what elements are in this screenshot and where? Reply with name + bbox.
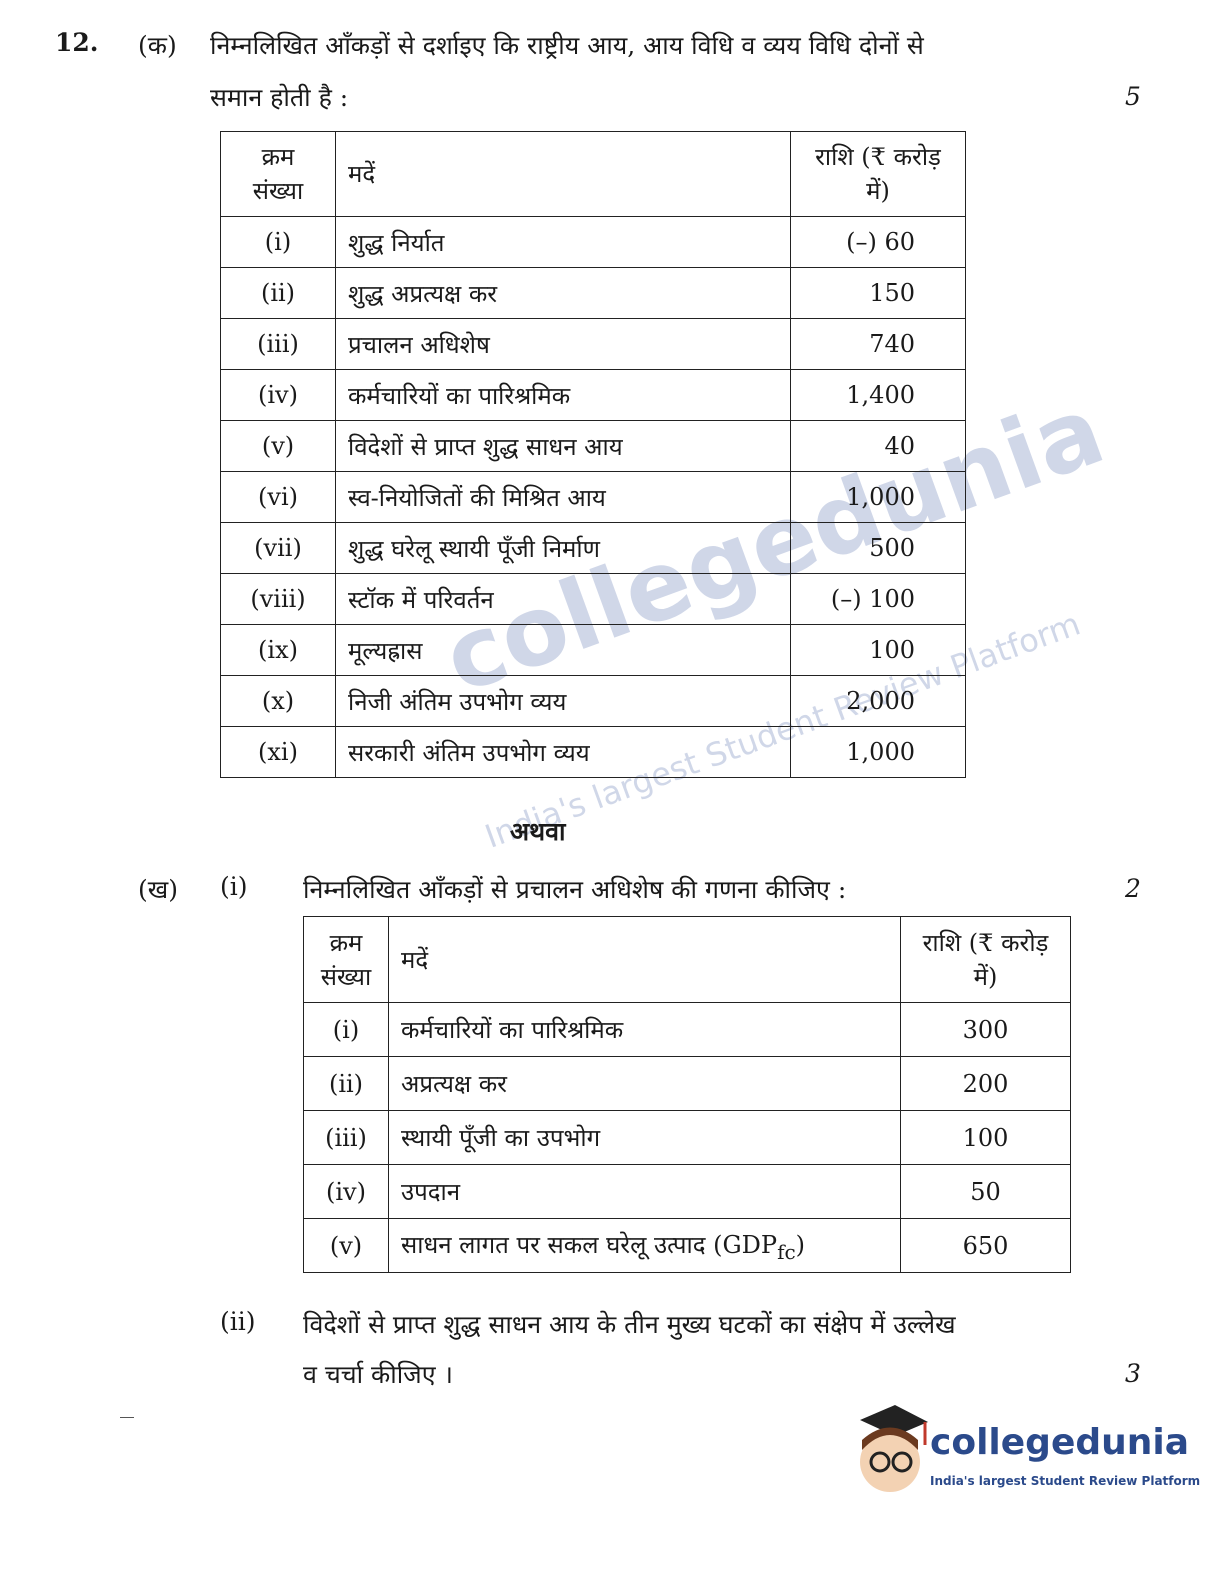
part-a-label: (क): [138, 31, 177, 60]
cell-amount: 500: [790, 522, 966, 574]
cell-serial: (ii): [303, 1056, 389, 1111]
part-b-table: क्रम संख्या मदें राशि (₹ करोड़ में) (i) क…: [303, 916, 1071, 1273]
or-label: अथवा: [510, 817, 566, 846]
cell-serial: (i): [303, 1002, 389, 1057]
cell-item: शुद्ध घरेलू स्थायी पूँजी निर्माण: [335, 522, 791, 574]
cell-serial: (iv): [303, 1164, 389, 1219]
table-row: (iii) प्रचालन अधिशेष 740: [220, 318, 966, 370]
closing-paren: ): [795, 1230, 806, 1259]
table-row: (i) कर्मचारियों का पारिश्रमिक 300: [303, 1002, 1071, 1057]
mascot-icon: [860, 1405, 928, 1492]
cell-serial: (ix): [220, 624, 336, 676]
table-row: (vii) शुद्ध घरेलू स्थायी पूँजी निर्माण 500: [220, 522, 966, 574]
cell-amount: 100: [790, 624, 966, 676]
cell-amount: 300: [900, 1002, 1071, 1057]
cell-item: कर्मचारियों का पारिश्रमिक: [388, 1002, 901, 1057]
cell-serial: (ii): [220, 267, 336, 319]
divider: [120, 1417, 134, 1418]
part-a-text-line1: निम्नलिखित आँकड़ों से दर्शाइए कि राष्ट्र…: [210, 31, 924, 60]
cell-item: शुद्ध निर्यात: [335, 216, 791, 268]
cell-serial: (x): [220, 675, 336, 727]
table-row: (ii) शुद्ध अप्रत्यक्ष कर 150: [220, 267, 966, 319]
cell-serial: (iii): [220, 318, 336, 370]
subscript-fc: fc: [777, 1239, 796, 1264]
table-row: (viii) स्टॉक में परिवर्तन (–) 100: [220, 573, 966, 625]
cell-item: अप्रत्यक्ष कर: [388, 1056, 901, 1111]
table-row: (vi) स्व-नियोजितों की मिश्रित आय 1,000: [220, 471, 966, 523]
cell-item: प्रचालन अधिशेष: [335, 318, 791, 370]
cell-item: साधन लागत पर सकल घरेलू उत्पाद (GDPfc): [388, 1218, 901, 1273]
cell-serial: (iv): [220, 369, 336, 421]
header-serial: क्रम संख्या: [220, 131, 336, 217]
table-row: (ix) मूल्यह्रास 100: [220, 624, 966, 676]
table-row: (iii) स्थायी पूँजी का उपभोग 100: [303, 1110, 1071, 1165]
part-b-i-text: निम्नलिखित आँकड़ों से प्रचालन अधिशेष की …: [303, 875, 847, 904]
logo-name: collegedunia: [930, 1422, 1190, 1463]
cell-amount: 740: [790, 318, 966, 370]
cell-serial: (iii): [303, 1110, 389, 1165]
part-a-marks: 5: [1125, 82, 1141, 111]
table-row: (iv) कर्मचारियों का पारिश्रमिक 1,400: [220, 369, 966, 421]
table-row: (ii) अप्रत्यक्ष कर 200: [303, 1056, 1071, 1111]
collegedunia-logo: collegedunia India's largest Student Rev…: [850, 1400, 1200, 1505]
header-items: मदें: [335, 131, 791, 217]
table-row: (x) निजी अंतिम उपभोग व्यय 2,000: [220, 675, 966, 727]
header-serial: क्रम संख्या: [303, 916, 389, 1003]
cell-item: मूल्यह्रास: [335, 624, 791, 676]
cell-serial: (xi): [220, 726, 336, 778]
cell-item: स्टॉक में परिवर्तन: [335, 573, 791, 625]
part-a-text-line2: समान होती है :: [210, 83, 349, 112]
table-row: (v) विदेशों से प्राप्त शुद्ध साधन आय 40: [220, 420, 966, 472]
cell-item: निजी अंतिम उपभोग व्यय: [335, 675, 791, 727]
cell-item: स्थायी पूँजी का उपभोग: [388, 1110, 901, 1165]
cell-serial: (vi): [220, 471, 336, 523]
cell-serial: (v): [303, 1218, 389, 1273]
header-items: मदें: [388, 916, 901, 1003]
cell-item: उपदान: [388, 1164, 901, 1219]
cell-amount: 40: [790, 420, 966, 472]
cell-amount: 1,000: [790, 471, 966, 523]
cell-amount: 50: [900, 1164, 1071, 1219]
cell-item: शुद्ध अप्रत्यक्ष कर: [335, 267, 791, 319]
cell-item: सरकारी अंतिम उपभोग व्यय: [335, 726, 791, 778]
part-b-i-marks: 2: [1125, 874, 1141, 903]
part-b-ii-marks: 3: [1125, 1359, 1141, 1388]
cell-amount: 650: [900, 1218, 1071, 1273]
table-row: (i) शुद्ध निर्यात (–) 60: [220, 216, 966, 268]
part-b-ii-text-line2: व चर्चा कीजिए ।: [303, 1360, 453, 1389]
header-amount: राशि (₹ करोड़ में): [790, 131, 966, 217]
cell-amount: 150: [790, 267, 966, 319]
part-b-ii-label: (ii): [220, 1307, 256, 1336]
table-row: (iv) उपदान 50: [303, 1164, 1071, 1219]
cell-amount: (–) 100: [790, 573, 966, 625]
part-b-ii-text-line1: विदेशों से प्राप्त शुद्ध साधन आय के तीन …: [303, 1310, 956, 1339]
cell-amount: 2,000: [790, 675, 966, 727]
cell-serial: (i): [220, 216, 336, 268]
header-amount: राशि (₹ करोड़ में): [900, 916, 1071, 1003]
table-row: (v) साधन लागत पर सकल घरेलू उत्पाद (GDPfc)…: [303, 1218, 1071, 1273]
cell-item-text: साधन लागत पर सकल घरेलू उत्पाद (GDP: [401, 1230, 778, 1259]
part-b-label: (ख): [138, 875, 178, 904]
cell-amount: (–) 60: [790, 216, 966, 268]
cell-item: विदेशों से प्राप्त शुद्ध साधन आय: [335, 420, 791, 472]
cell-serial: (viii): [220, 573, 336, 625]
cell-serial: (vii): [220, 522, 336, 574]
cell-item: स्व-नियोजितों की मिश्रित आय: [335, 471, 791, 523]
part-a-table: क्रम संख्या मदें राशि (₹ करोड़ में) (i) श…: [220, 131, 966, 778]
cell-amount: 100: [900, 1110, 1071, 1165]
table-row: (xi) सरकारी अंतिम उपभोग व्यय 1,000: [220, 726, 966, 778]
question-number: 12.: [55, 28, 99, 57]
part-b-i-label: (i): [220, 872, 248, 901]
cell-serial: (v): [220, 420, 336, 472]
cell-item: कर्मचारियों का पारिश्रमिक: [335, 369, 791, 421]
cell-amount: 1,000: [790, 726, 966, 778]
cell-amount: 1,400: [790, 369, 966, 421]
logo-tagline: India's largest Student Review Platform: [930, 1474, 1201, 1488]
cell-amount: 200: [900, 1056, 1071, 1111]
